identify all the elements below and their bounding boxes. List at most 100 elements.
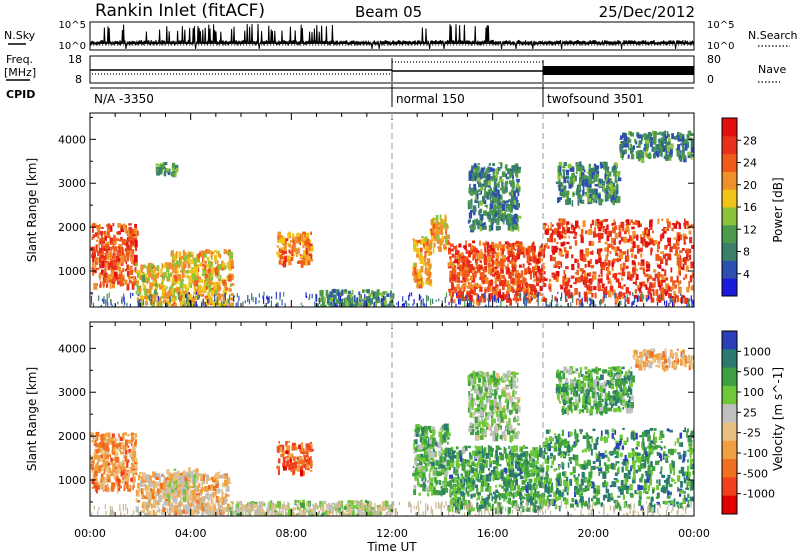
scatter-cell [540, 245, 543, 248]
scatter-cell [622, 262, 626, 270]
scatter-cell [576, 269, 579, 276]
scatter-cell [162, 289, 166, 297]
low-range-cell [216, 299, 219, 306]
scatter-cell [610, 183, 614, 191]
scatter-cell [565, 266, 569, 270]
scatter-cell [533, 279, 536, 282]
scatter-cell [449, 270, 454, 278]
scatter-cell [476, 180, 480, 184]
scatter-cell [488, 215, 490, 220]
scatter-cell [210, 301, 215, 306]
scatter-cell [604, 219, 609, 222]
scatter-cell [310, 456, 312, 461]
scatter-cell [162, 162, 166, 170]
scatter-cell [505, 173, 508, 178]
scatter-cell [502, 244, 504, 252]
scatter-cell [92, 234, 95, 239]
scatter-cell [153, 291, 156, 298]
scatter-cell [115, 464, 119, 467]
low-range-cell [691, 299, 693, 307]
scatter-cell [604, 247, 607, 252]
low-range-cell [124, 302, 126, 305]
scatter-cell [612, 200, 615, 206]
scatter-cell [198, 284, 202, 289]
scatter-cell [198, 483, 201, 488]
scatter-cell [662, 279, 666, 283]
scatter-cell [90, 432, 94, 438]
low-range-cell [186, 297, 188, 305]
low-range-cell [258, 300, 260, 304]
scatter-cell [595, 171, 600, 174]
scatter-cell [214, 260, 217, 265]
scatter-cell [170, 477, 173, 484]
scatter-cell [468, 268, 472, 273]
scatter-cell [679, 280, 682, 284]
scatter-cell [204, 253, 207, 258]
scatter-cell [221, 474, 225, 479]
scatter-cell [644, 273, 649, 277]
scatter-cell [162, 482, 166, 488]
scatter-cell [153, 500, 156, 507]
scatter-cell [527, 256, 530, 261]
scatter-cell [216, 266, 219, 272]
scatter-cell [116, 478, 121, 482]
scatter-cell [599, 288, 603, 292]
low-range-cell [614, 292, 616, 299]
scatter-cell [200, 497, 203, 505]
scatter-cell [451, 273, 456, 281]
scatter-cell [222, 294, 226, 302]
scatter-cell [470, 203, 472, 210]
scatter-cell [318, 305, 321, 307]
scatter-cell [566, 221, 570, 225]
low-range-cell [620, 300, 622, 306]
low-range-cell [339, 303, 341, 307]
scatter-cell [206, 501, 210, 505]
scatter-cell [462, 283, 466, 289]
scatter-cell [208, 484, 211, 490]
scatter-cell [155, 474, 160, 480]
scatter-cell [604, 241, 608, 245]
scatter-cell [451, 248, 454, 252]
scatter-cell [453, 256, 457, 259]
scatter-cell [529, 273, 533, 280]
scatter-cell [508, 199, 511, 203]
scatter-cell [560, 183, 564, 190]
scatter-cell [558, 161, 563, 169]
scatter-cell [517, 167, 521, 174]
scatter-cell [427, 281, 430, 285]
scatter-cell [511, 250, 514, 255]
scatter-cell [640, 259, 645, 267]
scatter-cell [93, 476, 97, 481]
scatter-cell [583, 253, 586, 260]
low-range-cell [570, 292, 572, 298]
scatter-cell [630, 273, 635, 278]
scatter-cell [669, 147, 673, 155]
scatter-cell [598, 251, 601, 255]
scatter-cell [607, 179, 610, 183]
scatter-cell [602, 296, 604, 303]
scatter-cell [461, 255, 465, 259]
scatter-cell [98, 247, 103, 254]
scatter-cell [623, 135, 628, 141]
scatter-cell [221, 491, 224, 498]
scatter-cell [218, 253, 220, 257]
scatter-cell [609, 251, 612, 254]
scatter-cell [163, 293, 167, 299]
scatter-cell [510, 217, 514, 225]
scatter-cell [435, 228, 439, 236]
scatter-cell [647, 287, 652, 295]
scatter-cell [673, 237, 676, 240]
scatter-cell [598, 249, 600, 256]
scatter-cell [582, 185, 585, 192]
scatter-cell [538, 269, 542, 272]
scatter-cell [572, 293, 576, 296]
scatter-cell [142, 472, 146, 478]
scatter-cell [146, 488, 150, 491]
scatter-cell [660, 251, 665, 254]
scatter-cell [581, 181, 584, 186]
scatter-cell [513, 200, 517, 205]
scatter-cell [579, 254, 584, 260]
scatter-cell [158, 296, 162, 302]
scatter-cell [352, 504, 356, 509]
scatter-cell [162, 276, 165, 281]
